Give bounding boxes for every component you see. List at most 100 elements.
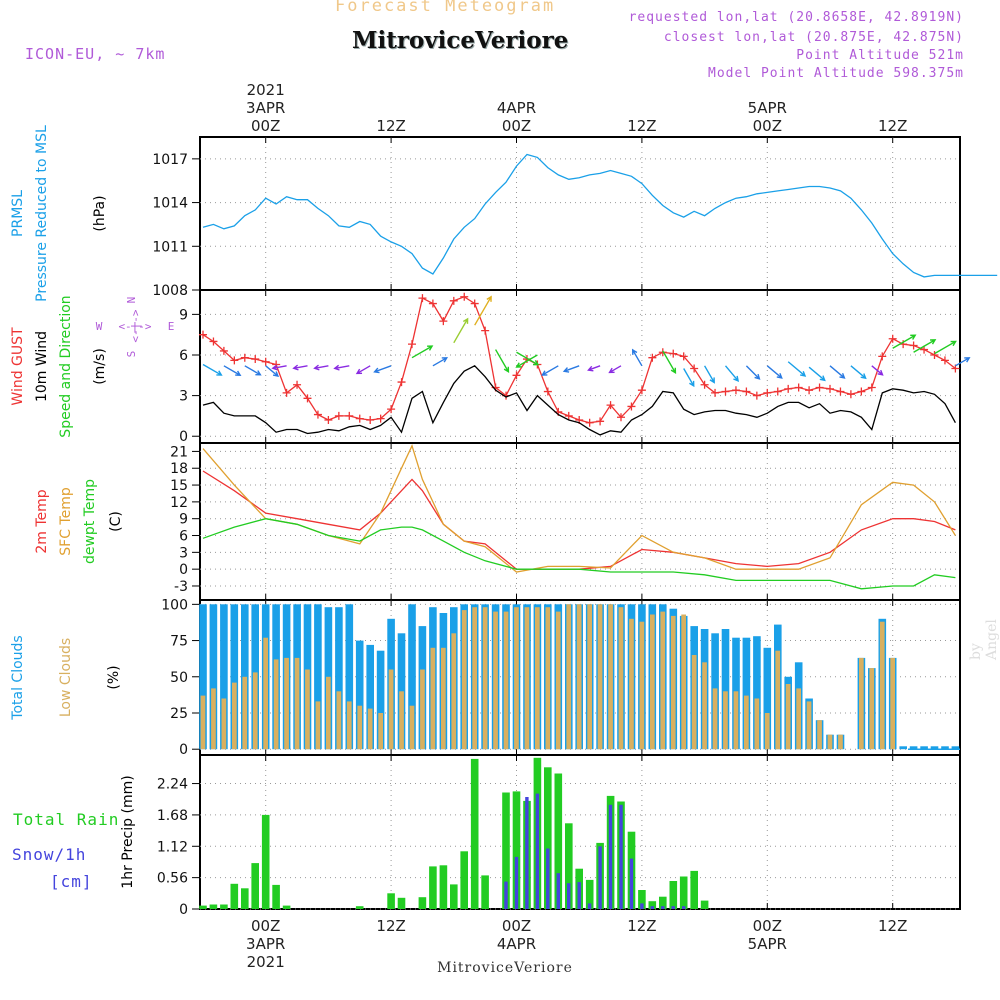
bar-total-rain xyxy=(355,906,364,909)
bar-total-rain xyxy=(397,897,406,909)
gust-marker xyxy=(826,384,834,393)
y-axis-label: 10m Wind xyxy=(34,331,50,402)
bar-low-clouds xyxy=(859,657,864,750)
y-tick-label: 6 xyxy=(179,529,188,545)
bar-total-rain xyxy=(272,884,280,909)
y-tick-label: 1017 xyxy=(152,152,188,168)
gust-marker xyxy=(585,418,594,427)
bar-low-clouds xyxy=(817,720,822,750)
bar-total-clouds xyxy=(335,607,343,750)
gust-marker xyxy=(460,292,469,301)
bar-low-clouds xyxy=(524,607,530,750)
bar-total-rain xyxy=(659,896,667,909)
bar-low-clouds xyxy=(545,607,551,750)
wind-arrow xyxy=(850,365,867,380)
wind-arrow xyxy=(494,349,510,374)
y-axis-label: (m/s) xyxy=(92,348,108,385)
bottom-time-label: 4APR xyxy=(497,935,536,953)
gust-marker xyxy=(209,337,218,346)
bar-total-rain xyxy=(554,773,563,909)
bar-snow-1h xyxy=(546,848,550,909)
bar-low-clouds xyxy=(232,682,237,750)
y-tick-label: 3 xyxy=(179,545,188,561)
y-axis-label: Total Clouds xyxy=(10,635,26,720)
bottom-time-label: 00Z xyxy=(753,917,782,935)
gust-marker xyxy=(846,390,855,399)
y-tick-label: 0 xyxy=(179,562,188,578)
bar-low-clouds xyxy=(723,691,728,750)
bar-snow-1h xyxy=(619,804,623,909)
bar-total-rain xyxy=(460,851,468,909)
bar-total-rain xyxy=(481,875,489,909)
top-time-label: 5APR xyxy=(748,99,787,117)
gust-marker xyxy=(700,380,709,389)
wind-arrow xyxy=(271,364,287,371)
top-time-label: 12Z xyxy=(878,117,907,135)
bar-low-clouds xyxy=(409,705,415,750)
gust-marker xyxy=(627,402,636,411)
y-axis-label: 2m Temp xyxy=(34,489,50,553)
gust-marker xyxy=(731,386,740,395)
bar-low-clouds xyxy=(629,618,634,750)
wind-arrow xyxy=(244,365,262,376)
series-line-10m-wind xyxy=(202,364,956,436)
bar-total-rain xyxy=(251,863,259,909)
bar-snow-1h xyxy=(629,858,634,909)
bottom-time-label: 00Z xyxy=(502,917,531,935)
closest-point: closest lon,lat (20.875E, 42.875N) xyxy=(663,30,964,45)
wind-arrow xyxy=(787,361,807,377)
gust-marker xyxy=(282,388,291,397)
bar-total-clouds xyxy=(920,746,928,750)
wind-arrow xyxy=(223,365,242,376)
model-label: ICON-EU, ~ 7km xyxy=(25,45,166,63)
bar-low-clouds xyxy=(639,621,645,750)
gust-marker xyxy=(690,364,699,373)
bar-low-clouds xyxy=(482,607,488,750)
bar-total-clouds xyxy=(230,604,239,750)
gust-marker xyxy=(784,384,793,393)
bar-total-clouds xyxy=(199,604,207,750)
y-tick-label: 3 xyxy=(179,389,188,405)
gust-marker xyxy=(878,352,887,361)
wind-arrow xyxy=(724,365,740,382)
bar-total-rain xyxy=(241,888,249,909)
bar-low-clouds xyxy=(284,657,289,750)
bar-snow-1h xyxy=(514,856,519,909)
y-tick-label: 1011 xyxy=(152,239,188,255)
wind-arrow xyxy=(829,365,846,379)
series-line-prmsl xyxy=(202,153,998,278)
gust-marker xyxy=(428,299,437,308)
bar-low-clouds xyxy=(367,708,373,750)
bar-low-clouds xyxy=(294,657,300,750)
gust-marker xyxy=(564,411,573,420)
bar-low-clouds xyxy=(399,691,404,750)
gust-marker xyxy=(857,387,866,396)
bar-low-clouds xyxy=(702,662,707,750)
compass-north: N xyxy=(125,297,138,304)
gust-marker xyxy=(199,330,207,339)
y-tick-label: 25 xyxy=(170,706,188,722)
wind-arrow xyxy=(662,350,677,375)
gust-marker xyxy=(324,415,333,424)
bar-total-clouds xyxy=(376,650,385,750)
bar-low-clouds xyxy=(890,657,895,750)
gust-marker xyxy=(794,383,803,392)
bar-low-clouds xyxy=(681,614,686,750)
gust-marker xyxy=(366,415,375,424)
bar-low-clouds xyxy=(221,698,227,750)
bar-total-rain xyxy=(199,905,207,909)
bar-total-rain xyxy=(429,866,437,909)
bar-low-clouds xyxy=(503,611,509,750)
bar-snow-1h xyxy=(556,873,560,909)
gust-marker xyxy=(951,364,960,373)
compass-east: E xyxy=(168,320,175,333)
bar-total-rain xyxy=(585,879,594,909)
gust-marker xyxy=(481,326,490,335)
top-time-label: 12Z xyxy=(627,117,656,135)
gust-marker xyxy=(439,317,448,326)
wind-arrow xyxy=(766,365,783,379)
wind-arrow xyxy=(333,364,350,371)
bar-total-rain xyxy=(209,904,218,909)
wind-arrow xyxy=(373,365,392,374)
bar-low-clouds xyxy=(827,734,833,750)
